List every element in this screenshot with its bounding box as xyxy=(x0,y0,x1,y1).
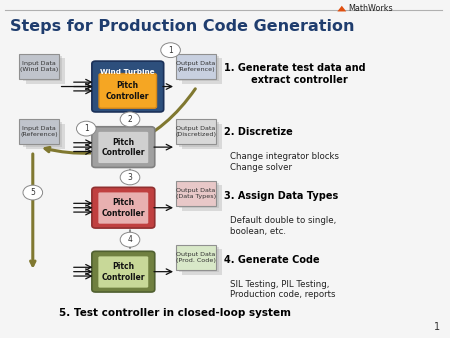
Text: MathWorks: MathWorks xyxy=(348,4,393,13)
Text: 3: 3 xyxy=(127,173,132,182)
FancyBboxPatch shape xyxy=(92,187,155,228)
Text: Input Data
(Reference): Input Data (Reference) xyxy=(20,126,58,137)
Text: Change integrator blocks
Change solver: Change integrator blocks Change solver xyxy=(230,152,339,172)
Text: Input Data
(Wind Data): Input Data (Wind Data) xyxy=(20,61,58,72)
FancyBboxPatch shape xyxy=(182,58,222,83)
FancyBboxPatch shape xyxy=(182,249,222,275)
Text: 2: 2 xyxy=(128,115,132,124)
Polygon shape xyxy=(338,6,346,11)
FancyBboxPatch shape xyxy=(179,122,219,147)
FancyBboxPatch shape xyxy=(176,245,216,270)
Text: 3. Assign Data Types: 3. Assign Data Types xyxy=(224,191,338,201)
Text: 1. Generate test data and
   extract controller: 1. Generate test data and extract contro… xyxy=(224,63,365,84)
FancyBboxPatch shape xyxy=(98,256,149,288)
Text: Pitch
Controller: Pitch Controller xyxy=(102,198,145,218)
FancyBboxPatch shape xyxy=(19,119,58,144)
FancyBboxPatch shape xyxy=(92,251,155,292)
Text: 4: 4 xyxy=(127,235,132,244)
FancyBboxPatch shape xyxy=(176,53,216,79)
Circle shape xyxy=(76,121,96,136)
FancyBboxPatch shape xyxy=(179,56,219,81)
FancyArrowPatch shape xyxy=(45,89,195,153)
Text: Pitch
Controller: Pitch Controller xyxy=(102,138,145,157)
Text: SIL Testing, PIL Testing,
Production code, reports: SIL Testing, PIL Testing, Production cod… xyxy=(230,280,336,299)
FancyBboxPatch shape xyxy=(26,58,65,83)
FancyBboxPatch shape xyxy=(92,127,155,168)
FancyBboxPatch shape xyxy=(179,183,219,209)
Text: Output Data
(Data Types): Output Data (Data Types) xyxy=(176,188,216,199)
Text: 2. Discretize: 2. Discretize xyxy=(224,127,292,137)
Text: Output Data
(Prod. Code): Output Data (Prod. Code) xyxy=(176,252,216,263)
Circle shape xyxy=(120,112,140,127)
Text: Output Data
(Discretized): Output Data (Discretized) xyxy=(176,126,216,137)
FancyBboxPatch shape xyxy=(22,56,62,81)
FancyBboxPatch shape xyxy=(179,247,219,272)
FancyBboxPatch shape xyxy=(176,119,216,144)
FancyBboxPatch shape xyxy=(19,53,58,79)
Circle shape xyxy=(120,232,140,247)
Text: 1: 1 xyxy=(84,124,89,133)
FancyBboxPatch shape xyxy=(22,122,62,147)
FancyBboxPatch shape xyxy=(182,124,222,149)
Circle shape xyxy=(23,185,43,200)
Text: 5. Test controller in closed-loop system: 5. Test controller in closed-loop system xyxy=(58,308,291,318)
Text: Default double to single,
boolean, etc.: Default double to single, boolean, etc. xyxy=(230,216,337,236)
Text: 1: 1 xyxy=(434,322,440,332)
FancyBboxPatch shape xyxy=(98,192,149,224)
Text: Output Data
(Reference): Output Data (Reference) xyxy=(176,61,216,72)
Text: Steps for Production Code Generation: Steps for Production Code Generation xyxy=(9,19,354,34)
FancyBboxPatch shape xyxy=(176,181,216,206)
Text: Wind Turbine: Wind Turbine xyxy=(100,69,155,75)
Text: Pitch
Controller: Pitch Controller xyxy=(102,262,145,282)
Circle shape xyxy=(161,43,180,57)
FancyBboxPatch shape xyxy=(98,131,149,164)
Text: Pitch
Controller: Pitch Controller xyxy=(106,81,149,101)
FancyBboxPatch shape xyxy=(99,74,157,108)
Circle shape xyxy=(120,170,140,185)
FancyBboxPatch shape xyxy=(182,186,222,211)
FancyBboxPatch shape xyxy=(92,61,164,112)
Text: 5: 5 xyxy=(30,188,35,197)
Text: 1: 1 xyxy=(168,46,173,55)
FancyBboxPatch shape xyxy=(26,124,65,149)
Text: 4. Generate Code: 4. Generate Code xyxy=(224,255,319,265)
